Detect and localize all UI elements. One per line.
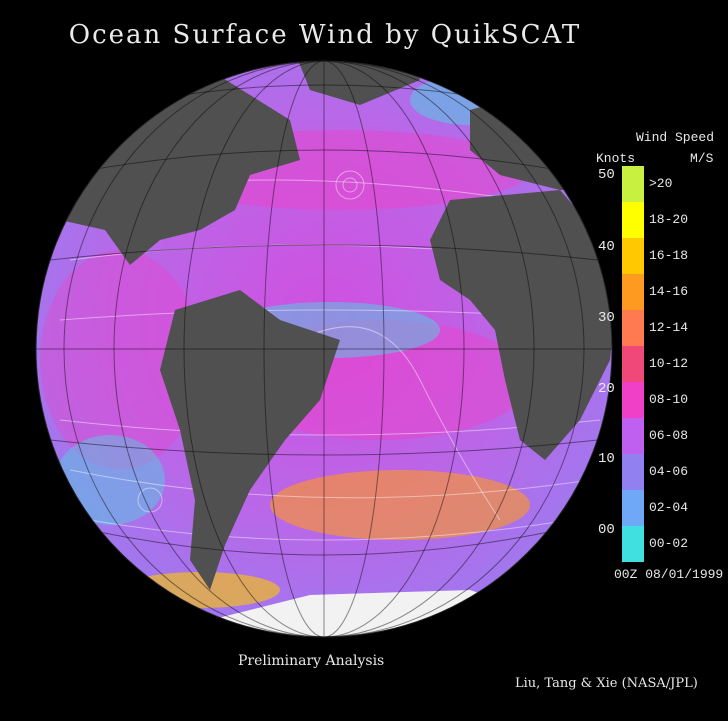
legend-swatch (622, 526, 644, 562)
legend-bin-label: 00-02 (649, 536, 689, 551)
ms-unit-label: M/S (690, 151, 714, 166)
africa (430, 190, 612, 460)
knot-tick: 50 (598, 167, 615, 183)
legend-bin-label: 16-18 (649, 248, 689, 263)
south-america (160, 290, 340, 590)
date-stamp: 00Z 08/01/1999 (614, 567, 724, 582)
knots-unit-label: Knots (596, 151, 636, 166)
legend-swatch (622, 346, 644, 382)
map-title: Ocean Surface Wind by QuikSCAT (68, 20, 582, 50)
legend-swatch (622, 166, 644, 202)
legend-swatch (622, 202, 644, 238)
legend-bin-label: 06-08 (649, 428, 689, 443)
knot-tick: 30 (598, 310, 615, 326)
color-legend-bar (622, 166, 644, 562)
legend-swatch (622, 238, 644, 274)
knot-tick: 10 (598, 451, 615, 467)
legend-swatch (622, 418, 644, 454)
graticule (36, 61, 612, 637)
legend-swatch (622, 382, 644, 418)
legend-bin-label: 10-12 (649, 356, 689, 371)
knot-tick: 40 (598, 239, 615, 255)
legend-swatch (622, 274, 644, 310)
legend-bin-label: 02-04 (649, 500, 689, 515)
legend-bin-label: 18-20 (649, 212, 689, 227)
legend-bin-label: 08-10 (649, 392, 689, 407)
legend-title: Wind Speed (636, 130, 715, 145)
legend-bin-label: 12-14 (649, 320, 689, 335)
credit-line: Liu, Tang & Xie (NASA/JPL) (515, 676, 698, 691)
knot-tick: 20 (598, 381, 615, 397)
analysis-note: Preliminary Analysis (238, 653, 385, 669)
legend-bin-label: >20 (649, 176, 673, 191)
high-wind-zone (270, 470, 530, 540)
legend-swatch (622, 454, 644, 490)
legend-swatch (622, 310, 644, 346)
legend-bin-label: 14-16 (649, 284, 689, 299)
legend-swatch (622, 490, 644, 526)
greenland (290, 61, 420, 105)
knot-tick: 00 (598, 522, 615, 538)
legend-bin-label: 04-06 (649, 464, 689, 479)
